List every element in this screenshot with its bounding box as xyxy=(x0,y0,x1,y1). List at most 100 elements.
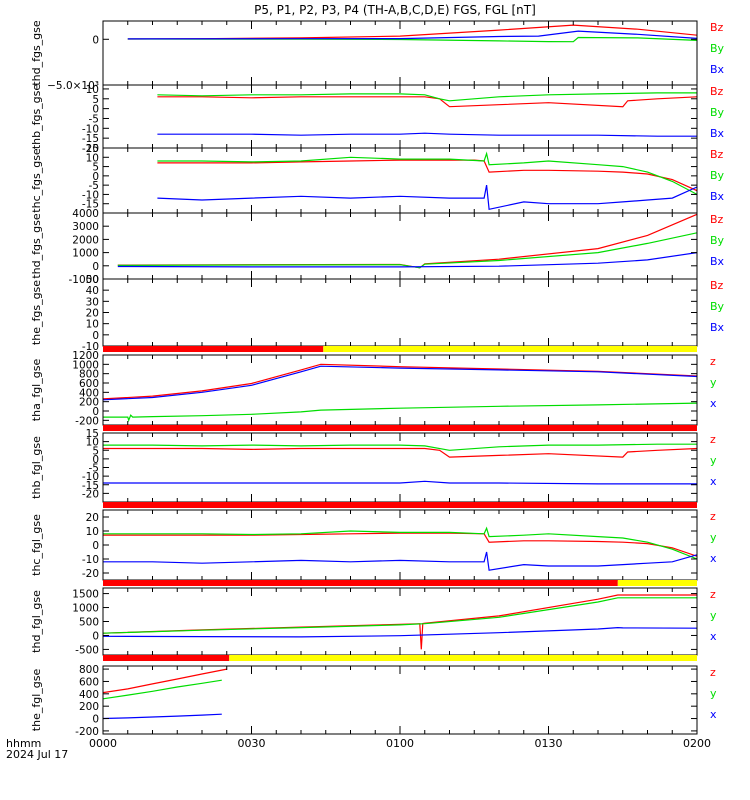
y-tick-label: 4000 xyxy=(72,208,99,220)
y-tick-label: -20 xyxy=(82,488,99,500)
series-line-y xyxy=(103,443,697,451)
legend-entry-z: z xyxy=(710,433,716,446)
y-tick-label: 5 xyxy=(92,445,99,457)
y-tick-label: 10 xyxy=(86,437,99,449)
legend-entry-Bx: Bx xyxy=(710,255,725,268)
y-tick-label: -200 xyxy=(75,415,99,427)
panel-frame xyxy=(102,20,698,86)
y-tick-label: -1000 xyxy=(68,274,99,286)
y-axis-label: thd_fgl_gse xyxy=(30,590,43,653)
legend-entry-By: By xyxy=(710,106,725,119)
mode-bar-segment xyxy=(103,346,324,352)
x-tick-label: 0000 xyxy=(89,737,117,750)
y-tick-label: 1000 xyxy=(72,359,99,371)
y-axis-label: thd_fgs_gse xyxy=(30,213,43,279)
y-tick-label: 0 xyxy=(92,261,99,273)
legend-entry-z: z xyxy=(710,355,716,368)
y-tick-label: -15 xyxy=(82,480,99,492)
x-tick-label: 0030 xyxy=(238,737,266,750)
y-axis-label: thc_fgs_gse xyxy=(30,148,43,213)
panel-frame xyxy=(102,509,698,581)
y-tick-label: -15 xyxy=(82,133,99,145)
y-tick-label: 0 xyxy=(92,34,99,46)
y-tick-label: 200 xyxy=(79,397,99,409)
y-tick-label: 1500 xyxy=(72,589,99,601)
series-line-z xyxy=(103,594,697,650)
y-tick-label: 600 xyxy=(79,378,99,390)
series-line-y xyxy=(103,526,697,560)
panel-frame xyxy=(102,278,698,347)
y-tick-label: 10 xyxy=(86,84,99,96)
panel-thc_fgl_gse: -20 -10 0 10 20 thc_fgl_gse zyx xyxy=(30,509,717,581)
series-line-Bz xyxy=(157,159,697,192)
legend-entry-Bz: Bz xyxy=(710,279,724,292)
legend-entry-z: z xyxy=(710,588,716,601)
x-tick-label: 0130 xyxy=(535,737,563,750)
panel-thd_fgs_gse: −5.0×10³05.0×10³1.0×10⁴1.5×10⁴2.0×10⁴thd… xyxy=(30,0,725,92)
series-line-Bx xyxy=(157,132,697,137)
legend-entry-x: x xyxy=(710,630,717,643)
legend-entry-By: By xyxy=(710,300,725,313)
y-tick-label: 3000 xyxy=(72,221,99,233)
series-line-By xyxy=(157,92,697,102)
y-tick-label: -15 xyxy=(82,199,99,211)
y-tick-label: 20 xyxy=(86,308,99,320)
legend-entry-y: y xyxy=(710,531,717,544)
y-tick-label: 20 xyxy=(86,512,99,524)
legend-entry-By: By xyxy=(710,169,725,182)
y-tick-label: 0 xyxy=(92,630,99,642)
mode-bar-segment xyxy=(323,346,697,352)
y-tick-label: 5 xyxy=(92,162,99,174)
series-line-Bz xyxy=(127,24,697,40)
panel-frame xyxy=(102,432,698,503)
y-tick-label: -10 xyxy=(82,471,99,483)
x-tick-label: 0200 xyxy=(683,737,711,750)
series-line-x xyxy=(103,713,222,720)
series-line-By xyxy=(157,151,697,195)
legend-entry-Bz: Bz xyxy=(710,213,724,226)
legend-entry-y: y xyxy=(710,609,717,622)
mode-bar-segment xyxy=(103,580,618,586)
series-line-x xyxy=(103,626,697,638)
mode-bar-segment xyxy=(103,502,697,508)
series-line-z xyxy=(103,668,227,694)
legend-entry-Bz: Bz xyxy=(710,21,724,34)
y-tick-label: 5.0×10³ xyxy=(56,0,99,1)
y-tick-label: 0 xyxy=(92,454,99,466)
series-line-x xyxy=(103,551,697,571)
y-tick-label: 500 xyxy=(79,617,99,629)
legend-entry-Bx: Bx xyxy=(710,190,725,203)
legend-entry-x: x xyxy=(710,397,717,410)
y-tick-label: -20 xyxy=(82,143,99,155)
legend-entry-y: y xyxy=(710,376,717,389)
y-tick-label: 30 xyxy=(86,296,99,308)
series-line-z xyxy=(103,363,697,400)
y-axis-label: tha_fgl_gse xyxy=(30,359,43,422)
y-tick-label: 15 xyxy=(86,428,99,440)
footer-time-label: hhmm xyxy=(6,737,41,750)
y-tick-label: -5 xyxy=(89,180,99,192)
legend-entry-Bx: Bx xyxy=(710,63,725,76)
y-tick-label: 0 xyxy=(92,406,99,418)
series-line-By xyxy=(117,232,697,269)
panel-frame xyxy=(102,587,698,656)
y-tick-label: 5 xyxy=(92,94,99,106)
y-axis-label: thd_fgs_gse xyxy=(30,20,43,86)
series-line-y xyxy=(103,597,697,634)
plot-stack: −5.0×10³05.0×10³1.0×10⁴1.5×10⁴2.0×10⁴thd… xyxy=(30,0,725,750)
y-tick-label: -200 xyxy=(75,726,99,738)
series-line-y xyxy=(103,402,697,423)
y-tick-label: 0 xyxy=(92,540,99,552)
y-axis-label: thb_fgl_gse xyxy=(30,436,43,499)
legend-entry-x: x xyxy=(710,708,717,721)
series-line-Bx xyxy=(127,30,697,40)
series-line-y xyxy=(103,679,222,700)
legend-entry-By: By xyxy=(710,42,725,55)
series-line-Bz xyxy=(117,213,697,269)
legend-entry-x: x xyxy=(710,475,717,488)
